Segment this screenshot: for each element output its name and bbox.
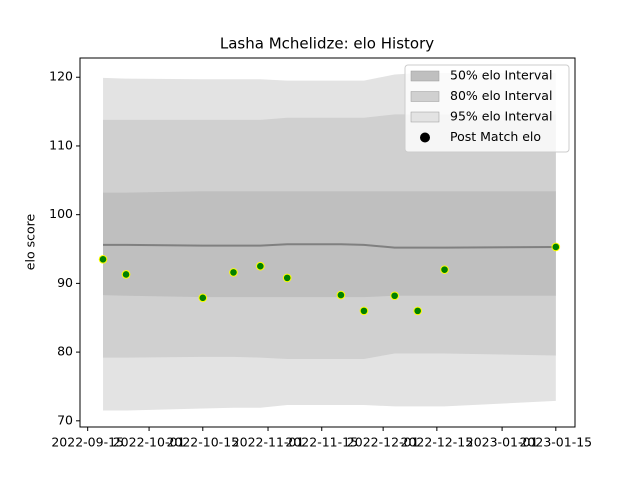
x-tick-label: 2022-10-01	[113, 435, 186, 450]
legend-label: 50% elo Interval	[450, 68, 552, 83]
x-tick-label: 2022-12-01	[347, 435, 420, 450]
elo-point	[359, 306, 369, 316]
x-tick-label: 2022-10-15	[166, 435, 239, 450]
elo-point	[229, 268, 238, 277]
legend-label: Post Match elo	[450, 129, 541, 144]
y-tick-label: 70	[57, 412, 73, 427]
plot-frame	[79, 57, 576, 428]
x-tick-label: 2023-01-15	[519, 435, 592, 450]
legend-swatch	[410, 91, 440, 102]
elo-point	[551, 242, 561, 252]
legend-marker	[420, 132, 430, 143]
elo-point	[413, 306, 422, 316]
elo-point	[98, 255, 108, 264]
y-axis-label: elo score	[23, 214, 38, 271]
y-tick-label: 120	[49, 69, 73, 84]
y-tick-label: 80	[57, 344, 73, 359]
elo-point	[282, 273, 292, 283]
x-tick-label: 2022-09-15	[51, 435, 124, 450]
elo-point	[256, 261, 265, 271]
mean-line	[103, 243, 556, 249]
y-tick-label: 100	[49, 206, 73, 221]
elo-point	[440, 265, 449, 274]
x-tick-label: 2022-11-01	[232, 435, 305, 450]
elo-point	[390, 291, 399, 301]
legend-swatch	[410, 111, 440, 123]
x-tick-label: 2022-11-15	[285, 435, 358, 450]
y-tick-label: 90	[57, 275, 73, 290]
x-tick-label: 2023-01-01	[466, 435, 539, 450]
legend-label: 95% elo Interval	[450, 109, 552, 124]
elo-point	[336, 290, 346, 300]
legend-swatch	[410, 70, 440, 82]
legend-box	[404, 64, 570, 153]
x-tick-label: 2022-12-15	[401, 435, 474, 450]
y-tick-label: 110	[49, 137, 73, 152]
elo-point	[198, 293, 208, 303]
legend-label: 80% elo Interval	[450, 88, 552, 103]
elo-point	[121, 270, 131, 279]
chart-title: Lasha Mchelidze: elo History	[220, 35, 434, 53]
